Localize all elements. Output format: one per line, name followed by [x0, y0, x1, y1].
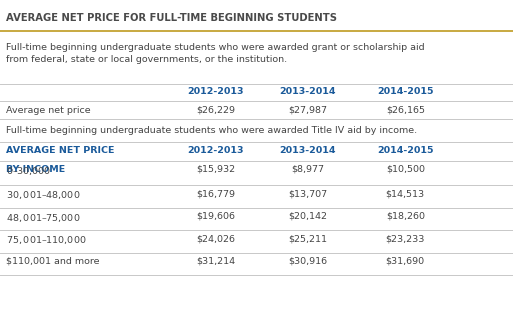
Text: $19,606: $19,606	[196, 212, 235, 221]
Text: $13,707: $13,707	[288, 189, 327, 198]
Text: $30,916: $30,916	[288, 257, 327, 266]
Text: BY INCOME: BY INCOME	[6, 165, 65, 174]
Text: $14,513: $14,513	[386, 189, 425, 198]
Text: Full-time beginning undergraduate students who were awarded grant or scholarship: Full-time beginning undergraduate studen…	[6, 43, 425, 64]
Text: $110,001 and more: $110,001 and more	[6, 257, 100, 266]
Text: $31,214: $31,214	[196, 257, 235, 266]
Text: $75,001 – $110,000: $75,001 – $110,000	[6, 234, 87, 246]
Text: $26,229: $26,229	[196, 106, 235, 115]
Text: 2014-2015: 2014-2015	[377, 146, 433, 155]
Text: $24,026: $24,026	[196, 234, 235, 243]
Text: $15,932: $15,932	[196, 165, 235, 174]
Text: $10,500: $10,500	[386, 165, 425, 174]
Text: AVERAGE NET PRICE FOR FULL-TIME BEGINNING STUDENTS: AVERAGE NET PRICE FOR FULL-TIME BEGINNIN…	[6, 13, 337, 23]
Text: 2012-2013: 2012-2013	[187, 146, 244, 155]
Text: $25,211: $25,211	[288, 234, 327, 243]
Text: Average net price: Average net price	[6, 106, 91, 115]
Text: AVERAGE NET PRICE: AVERAGE NET PRICE	[6, 146, 115, 155]
Text: 2014-2015: 2014-2015	[377, 87, 433, 96]
Text: $30,001 – $48,000: $30,001 – $48,000	[6, 189, 81, 201]
Text: 2013-2014: 2013-2014	[280, 87, 336, 96]
Text: $0 – $30,000: $0 – $30,000	[6, 165, 51, 177]
Text: $23,233: $23,233	[386, 234, 425, 243]
Text: $16,779: $16,779	[196, 189, 235, 198]
Text: $27,987: $27,987	[288, 106, 327, 115]
Text: $26,165: $26,165	[386, 106, 425, 115]
Text: $18,260: $18,260	[386, 212, 425, 221]
Text: $48,001 – $75,000: $48,001 – $75,000	[6, 212, 81, 223]
Text: 2012-2013: 2012-2013	[187, 87, 244, 96]
Text: 2013-2014: 2013-2014	[280, 146, 336, 155]
Text: Full-time beginning undergraduate students who were awarded Title IV aid by inco: Full-time beginning undergraduate studen…	[6, 126, 417, 135]
Text: $31,690: $31,690	[386, 257, 425, 266]
Text: $20,142: $20,142	[288, 212, 327, 221]
Text: $8,977: $8,977	[291, 165, 324, 174]
